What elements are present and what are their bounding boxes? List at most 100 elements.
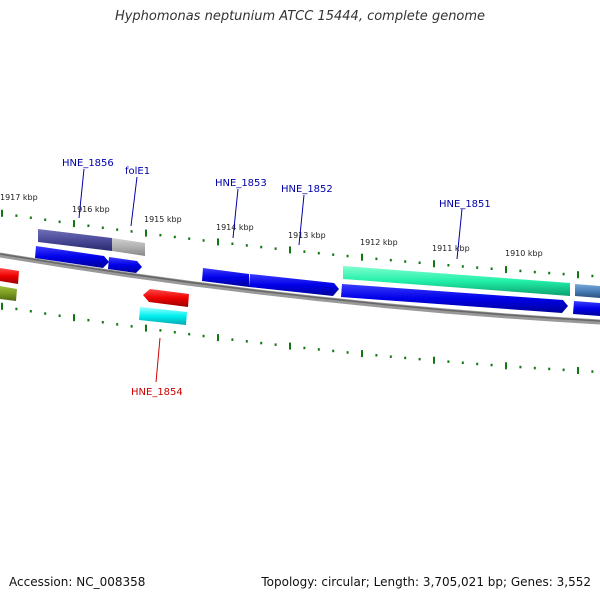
major-tick <box>361 350 363 358</box>
minor-tick <box>404 260 407 263</box>
genome-backbone <box>0 252 600 325</box>
major-tick <box>145 229 147 237</box>
feature-left-edge-olive[interactable] <box>0 286 17 301</box>
cds-hne-1856[interactable] <box>35 246 109 268</box>
minor-tick <box>245 340 248 343</box>
major-tick <box>217 238 219 246</box>
major-tick <box>433 260 435 268</box>
minor-tick <box>533 270 536 274</box>
minor-tick <box>375 354 378 357</box>
leader-hne-1856 <box>78 168 85 219</box>
major-tick <box>577 271 579 279</box>
minor-tick <box>548 367 551 371</box>
feature-steel-outer[interactable] <box>575 284 600 298</box>
major-tick <box>577 367 579 374</box>
leader-hne-1852 <box>298 194 305 246</box>
gene-labels: HNE_1856 folE1 HNE_1853 HNE_1852 HNE_185… <box>62 158 491 398</box>
minor-tick <box>274 247 277 250</box>
minor-tick <box>533 366 536 370</box>
minor-tick <box>404 356 407 360</box>
minor-tick <box>562 272 565 276</box>
minor-tick <box>591 370 594 373</box>
cds-fole1[interactable] <box>108 257 142 273</box>
minor-tick <box>476 266 479 269</box>
outer-tick-ring <box>1 209 594 279</box>
genome-summary-text: Topology: circular; Length: 3,705,021 bp… <box>261 575 591 589</box>
gene-label-hne-1856[interactable]: HNE_1856 <box>62 158 114 169</box>
gene-label-hne-1851[interactable]: HNE_1851 <box>439 199 491 210</box>
minor-tick <box>173 235 176 239</box>
minor-tick <box>332 349 335 353</box>
cds-right-edge[interactable] <box>573 301 600 316</box>
minor-tick <box>231 338 234 341</box>
leader-hne-1854 <box>155 337 161 383</box>
cds-left-edge-reverse[interactable] <box>0 268 19 284</box>
cds-hne-1852[interactable] <box>249 274 339 296</box>
minor-tick <box>173 331 176 334</box>
minor-tick <box>87 318 90 322</box>
minor-tick <box>245 244 248 247</box>
major-tick <box>217 334 219 342</box>
major-tick <box>1 209 3 217</box>
minor-tick <box>159 329 162 332</box>
minor-tick <box>490 267 493 270</box>
minor-tick <box>29 310 32 313</box>
feature-fole1-outer[interactable] <box>112 238 145 256</box>
major-tick <box>361 253 363 261</box>
minor-tick <box>274 343 277 346</box>
feature-hne-1851-outer[interactable] <box>343 266 570 296</box>
feature-hne-1854-inner[interactable] <box>139 307 187 325</box>
minor-tick <box>389 258 392 262</box>
kbp-label: 1914 kbp <box>216 223 254 232</box>
minor-tick <box>44 312 47 315</box>
minor-tick <box>303 346 306 350</box>
kbp-label: 1916 kbp <box>72 205 110 214</box>
minor-tick <box>461 265 464 268</box>
minor-tick <box>447 264 450 267</box>
minor-tick <box>116 228 119 231</box>
minor-tick <box>260 341 263 345</box>
cds-row-reverse <box>0 268 189 325</box>
cds-hne-1854[interactable] <box>143 289 189 307</box>
minor-tick <box>519 365 522 369</box>
accession-text: Accession: NC_008358 <box>9 575 146 589</box>
minor-tick <box>29 216 32 219</box>
major-tick <box>433 356 435 364</box>
minor-tick <box>447 360 450 363</box>
minor-tick <box>346 351 349 354</box>
minor-tick <box>562 368 565 372</box>
minor-tick <box>15 214 18 217</box>
minor-tick <box>159 233 162 237</box>
minor-tick <box>58 220 61 224</box>
minor-tick <box>317 251 320 255</box>
inner-tick-ring <box>1 302 594 374</box>
minor-tick <box>490 363 493 367</box>
minor-tick <box>116 323 119 326</box>
feature-row-outer <box>38 229 600 298</box>
minor-tick <box>519 269 522 273</box>
kbp-label: 1911 kbp <box>432 244 470 253</box>
kbp-label: 1915 kbp <box>144 215 182 224</box>
gene-label-hne-1852[interactable]: HNE_1852 <box>281 184 333 195</box>
gene-label-hne-1854[interactable]: HNE_1854 <box>131 387 183 398</box>
cds-hne-1851[interactable] <box>341 284 568 313</box>
cds-hne-1853[interactable] <box>202 268 249 287</box>
minor-tick <box>188 332 191 336</box>
major-tick <box>505 362 507 370</box>
map-title: Hyphomonas neptunium ATCC 15444, complet… <box>114 9 486 24</box>
major-tick <box>505 266 507 274</box>
minor-tick <box>461 361 464 364</box>
minor-tick <box>346 254 349 258</box>
minor-tick <box>44 218 47 221</box>
kbp-label: 1910 kbp <box>505 249 543 258</box>
minor-tick <box>130 230 133 233</box>
feature-hne-1856-outer[interactable] <box>38 229 112 251</box>
minor-tick <box>476 362 479 366</box>
major-tick <box>145 324 147 332</box>
major-tick <box>289 342 291 350</box>
gene-label-fole1[interactable]: folE1 <box>125 166 150 177</box>
minor-tick <box>58 314 61 317</box>
minor-tick <box>332 253 335 256</box>
gene-label-hne-1853[interactable]: HNE_1853 <box>215 178 267 189</box>
